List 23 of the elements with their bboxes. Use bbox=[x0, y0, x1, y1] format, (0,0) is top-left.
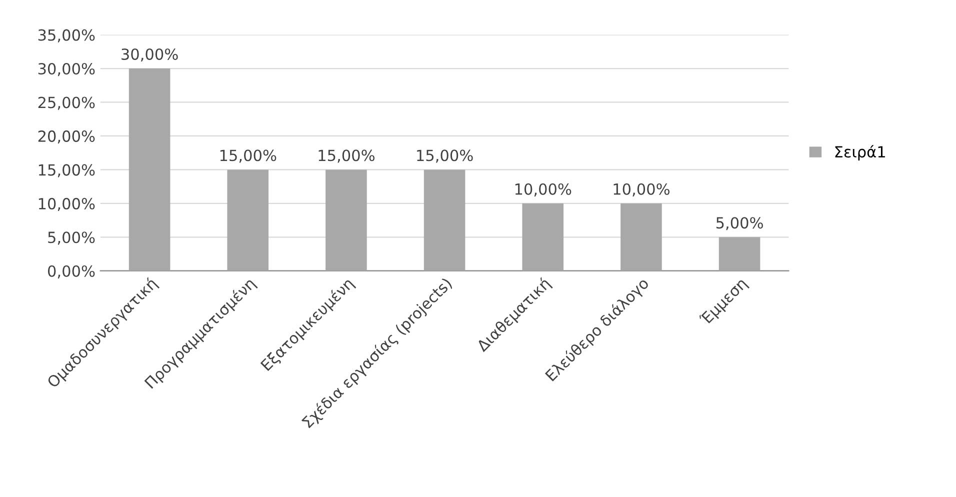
bar bbox=[128, 68, 170, 271]
bar bbox=[227, 170, 269, 271]
data-label: 5,00% bbox=[716, 217, 763, 230]
bar bbox=[326, 170, 367, 271]
y-tick-label: 5,00% bbox=[48, 232, 95, 245]
y-tick-label: 10,00% bbox=[38, 198, 95, 211]
y-tick-label: 20,00% bbox=[38, 130, 95, 144]
data-label: 30,00% bbox=[122, 48, 178, 62]
bar bbox=[424, 170, 466, 271]
y-tick-label: 35,00% bbox=[38, 29, 95, 42]
bar bbox=[522, 203, 564, 271]
bar bbox=[718, 237, 760, 271]
data-label: 10,00% bbox=[515, 183, 572, 196]
data-label: 15,00% bbox=[417, 150, 473, 163]
y-tick-label: 0,00% bbox=[48, 265, 95, 278]
y-tick-label: 15,00% bbox=[38, 164, 95, 178]
y-tick-label: 30,00% bbox=[38, 62, 95, 76]
data-label: 15,00% bbox=[220, 150, 276, 163]
data-label: 10,00% bbox=[614, 183, 670, 196]
legend-label: Σειρά1 bbox=[835, 145, 885, 161]
data-label: 15,00% bbox=[318, 150, 374, 163]
y-tick-label: 25,00% bbox=[38, 96, 95, 110]
bar bbox=[620, 203, 662, 271]
